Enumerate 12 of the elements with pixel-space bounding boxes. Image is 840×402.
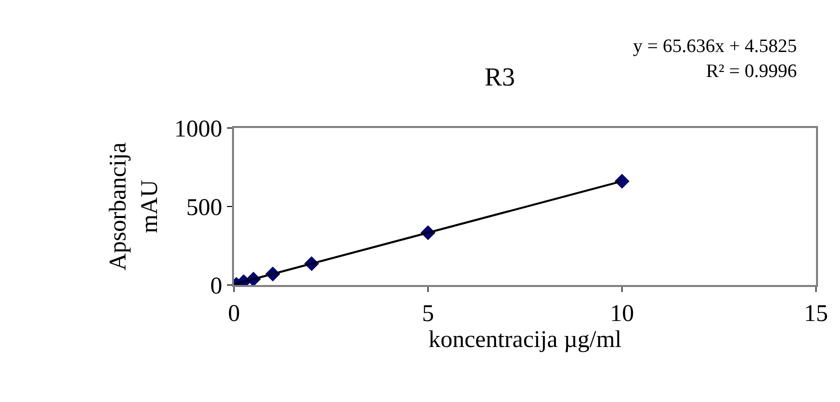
x-tick-label: 10 xyxy=(610,300,634,327)
text: R² = 0.9996 xyxy=(706,61,797,82)
y-tick-label: 0 xyxy=(210,273,222,300)
y-axis-title: Apsorbancija mAU xyxy=(106,142,163,270)
x-axis-title: koncentracija µg/ml xyxy=(428,326,622,353)
x-tick-label: 0 xyxy=(228,300,240,327)
y-tick-label: 1000 xyxy=(174,116,222,142)
text: y = 65.636x + 4.5825 xyxy=(633,36,797,57)
chart-title: R3 xyxy=(484,62,515,92)
x-tick-label: 15 xyxy=(804,300,828,327)
y-tick-label: 500 xyxy=(186,194,222,221)
x-tick-label: 5 xyxy=(422,300,434,327)
